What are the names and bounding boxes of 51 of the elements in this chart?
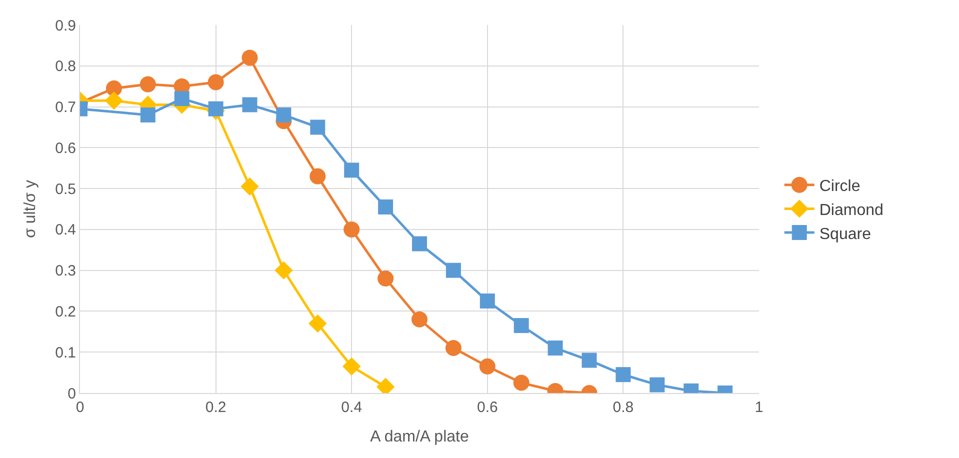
point (650, 377, 665, 392)
y-tick-label: 0 (68, 385, 76, 402)
y-tick-label: 0.3 (55, 262, 76, 280)
point (412, 236, 427, 252)
y-tick-label: 0.4 (55, 222, 76, 239)
point (310, 120, 326, 135)
legend-label: Square (819, 226, 872, 243)
point (308, 314, 327, 333)
point (480, 294, 495, 308)
y-tick-label: 0.7 (55, 99, 76, 116)
point (240, 177, 259, 196)
point (445, 340, 462, 356)
point (514, 318, 529, 334)
point (104, 92, 124, 110)
point (344, 162, 360, 178)
x-tick-label: 0.4 (341, 399, 362, 416)
y-tick-label: 0.2 (55, 303, 76, 320)
x-tick-label: 0.2 (205, 399, 226, 416)
y-tick-label: 0.8 (55, 58, 76, 76)
point (479, 358, 496, 374)
point (208, 101, 224, 116)
point (140, 107, 156, 122)
point (616, 367, 631, 382)
point (344, 221, 360, 238)
y-tick-label: 0.9 (55, 17, 76, 34)
point (276, 107, 292, 122)
point (378, 199, 394, 214)
point (446, 262, 461, 278)
point (378, 270, 394, 287)
point (242, 50, 258, 66)
point (412, 311, 428, 328)
y-tick-label: 0.1 (55, 344, 76, 362)
legend-label: Diamond (819, 202, 884, 219)
point (310, 168, 326, 184)
point (242, 97, 258, 112)
y-axis-title: σ ult/σ y (22, 180, 40, 238)
point (342, 357, 361, 376)
x-tick-label: 0.6 (476, 399, 498, 416)
y-tick-label: 0.6 (55, 140, 76, 157)
x-tick-label: 1 (754, 399, 764, 416)
point (208, 74, 224, 90)
point (174, 91, 190, 106)
point (548, 340, 563, 356)
point (274, 261, 293, 280)
x-tick-label: 0.8 (612, 399, 634, 416)
y-tick-label: 0.5 (55, 180, 76, 198)
point (582, 352, 597, 368)
point (513, 374, 530, 391)
legend-label: Circle (819, 178, 860, 196)
point (140, 76, 156, 92)
x-axis-title: A dam/A plate (370, 428, 469, 446)
